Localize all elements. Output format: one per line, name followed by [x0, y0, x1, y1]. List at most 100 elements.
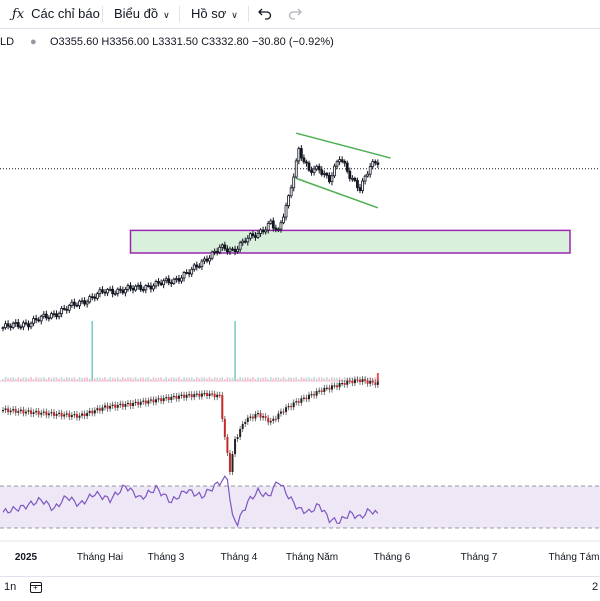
support-zone-rectangle[interactable] [129, 229, 571, 254]
time-axis-label: Tháng Tám [548, 552, 600, 563]
oscillator-candle [213, 393, 216, 398]
volume-bar [310, 378, 313, 381]
candle-down [101, 289, 104, 293]
timeframe-button[interactable]: 1n [4, 581, 17, 593]
oscillator-candle [2, 410, 4, 412]
volume-bar [83, 377, 86, 381]
candle-up [70, 301, 74, 306]
volume-bar [206, 378, 208, 381]
volume-bar [162, 378, 165, 381]
candle-down [9, 325, 13, 328]
oscillator-candle [244, 421, 247, 425]
channel-lower-trendline[interactable] [295, 177, 379, 209]
volume-bar [285, 378, 287, 381]
candle-down [302, 157, 306, 163]
price-chart[interactable] [0, 0, 600, 552]
oscillator-candle [88, 410, 91, 413]
oscillator-candle [70, 415, 73, 418]
oscillator-candle [129, 402, 132, 406]
candle-down [343, 161, 347, 164]
volume-bar [114, 377, 116, 381]
oscillator-candle [274, 418, 277, 420]
candle-up [287, 195, 291, 207]
volume-bar [282, 377, 285, 381]
candle-up [366, 173, 370, 177]
oscillator-candle [32, 412, 35, 414]
candle-up [180, 277, 183, 282]
volume-bar [331, 377, 333, 381]
oscillator-candle [68, 413, 71, 418]
oscillator-candle [60, 412, 63, 417]
indicators-button[interactable]: ƒx Các chỉ báo [12, 0, 100, 28]
oscillator-candle [104, 405, 106, 408]
volume-bar [185, 377, 188, 381]
volume-bar [188, 377, 190, 381]
candle-down [320, 169, 324, 175]
profile-button[interactable]: Hồ sơ ∨ [191, 0, 238, 28]
oscillator-candle [124, 404, 127, 407]
volume-bar [249, 378, 252, 381]
candle-down [159, 282, 163, 286]
volume-bar [257, 377, 259, 381]
volume-bar [12, 377, 14, 381]
candle-up [330, 175, 334, 183]
candle-up [200, 260, 204, 268]
candle-down [44, 313, 48, 319]
oscillator-candle [318, 390, 321, 392]
oscillator-candle [7, 408, 10, 413]
volume-bar [374, 377, 377, 381]
oscillator-candle [249, 416, 252, 418]
candle-up [248, 233, 252, 239]
volume-bar [106, 378, 109, 381]
candle-up [213, 250, 217, 253]
volume-bar [275, 377, 277, 381]
oscillator-candle [198, 393, 201, 397]
candle-up [279, 222, 283, 230]
candle-down [157, 281, 160, 284]
channel-upper-trendline[interactable] [296, 132, 391, 159]
oscillator-candle [285, 407, 288, 412]
candle-down [131, 287, 135, 291]
volume-bar [267, 378, 269, 381]
candle-down [141, 289, 145, 291]
volume-bar [137, 378, 139, 381]
oscillator-candle [193, 394, 196, 398]
calendar-icon[interactable] [30, 582, 42, 593]
volume-bar [229, 377, 231, 381]
rsi-band [0, 486, 600, 528]
oscillator-candle [343, 383, 346, 385]
oscillator-candle [9, 410, 12, 413]
volume-bar [111, 377, 114, 381]
undo-button[interactable] [258, 0, 272, 28]
oscillator-candle [17, 411, 20, 413]
volume-bar [338, 377, 341, 381]
volume-bar [60, 377, 63, 381]
oscillator-candle [4, 408, 7, 410]
symbol-label[interactable]: LD [0, 36, 15, 48]
volume-bar [150, 378, 152, 381]
oscillator-candle [310, 394, 313, 396]
candle-up [294, 160, 298, 178]
candle-down [65, 308, 69, 311]
oscillator-candle [78, 415, 81, 418]
candle-up [241, 240, 245, 244]
oscillator-candle [35, 410, 38, 413]
volume-bar [280, 378, 282, 381]
volume-bar [170, 377, 173, 381]
time-axis-label: 2025 [14, 552, 38, 563]
volume-bar [180, 378, 183, 381]
volume-bar [303, 377, 305, 381]
volume-bar [323, 378, 326, 381]
volume-bar [231, 377, 234, 381]
chart-type-button[interactable]: Biểu đồ ∨ [114, 0, 170, 28]
volume-bar [328, 378, 331, 381]
volume-bar [290, 377, 292, 381]
oscillator-candle [53, 412, 55, 416]
volume-bar [333, 377, 336, 381]
redo-button[interactable] [288, 0, 302, 28]
oscillator-candle [208, 393, 211, 396]
volume-bar [139, 377, 142, 381]
volume-bar [37, 377, 40, 381]
volume-bar [216, 377, 218, 381]
oscillator-candle [119, 403, 122, 406]
